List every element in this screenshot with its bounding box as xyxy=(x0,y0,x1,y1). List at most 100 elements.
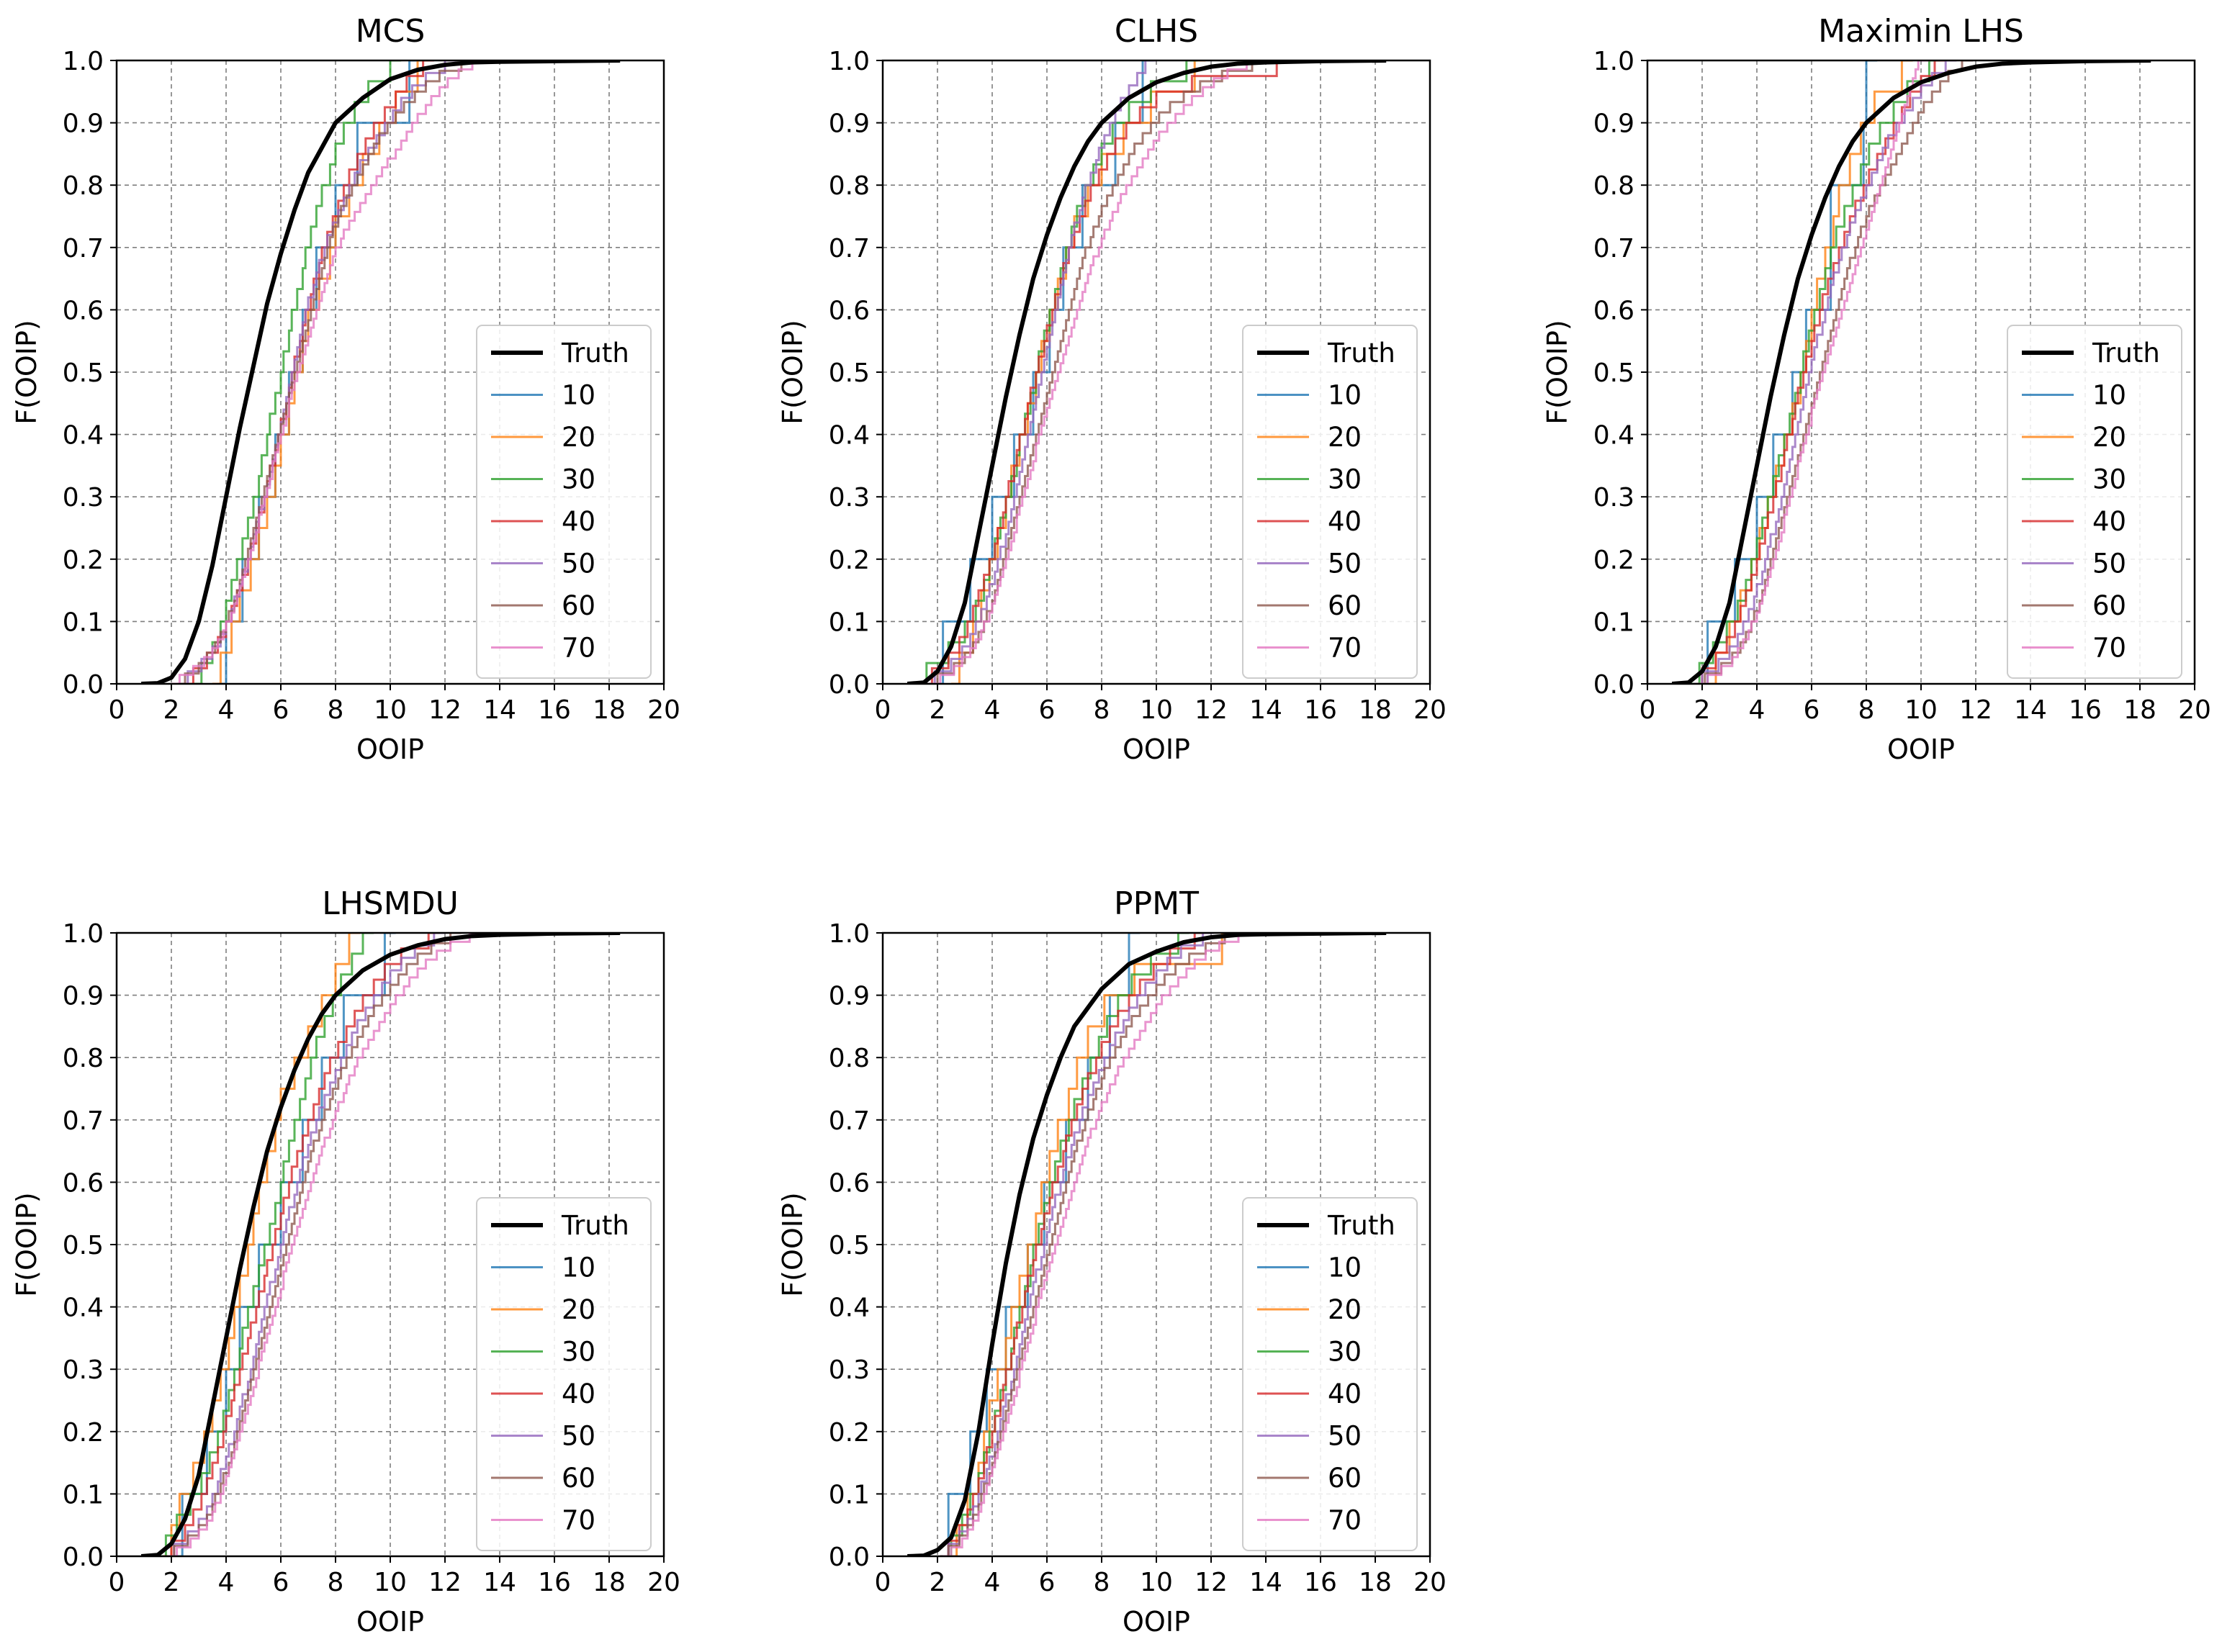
x-axis-label: OOIP xyxy=(356,1606,424,1638)
y-tick-label: 0.2 xyxy=(1593,546,1634,575)
x-tick-label: 18 xyxy=(593,695,626,725)
y-tick-label: 0.3 xyxy=(1593,483,1634,513)
chart-title: LHSMDU xyxy=(322,885,459,922)
series-60-line xyxy=(929,60,1264,684)
legend-label: 40 xyxy=(562,506,595,537)
legend-label: 20 xyxy=(562,1294,595,1325)
legend-box xyxy=(476,325,652,679)
x-tick-label: 6 xyxy=(273,1568,289,1597)
y-tick-label: 0.8 xyxy=(63,1044,104,1073)
x-tick-label: 2 xyxy=(930,695,946,725)
legend-label: 40 xyxy=(562,1378,595,1409)
legend-label: 30 xyxy=(562,1337,595,1368)
x-axis-label: OOIP xyxy=(1123,1606,1190,1638)
y-tick-label: 0.4 xyxy=(63,1294,104,1323)
y-tick-label: 0.6 xyxy=(1593,296,1634,325)
x-tick-label: 14 xyxy=(2014,695,2047,725)
x-tick-label: 6 xyxy=(1804,695,1820,725)
legend: Truth 10 20 30 40 50 60 70 xyxy=(1242,1197,1418,1551)
legend-label: 10 xyxy=(562,1252,595,1283)
x-tick-label: 16 xyxy=(2069,695,2102,725)
series-70-line xyxy=(1699,60,1930,684)
chart-panel-2: 0 2 4 6 8 10 12 14 16 18 20 0.0 0.1 0.2 0.3 0.4 0.5 0.6 0.… xyxy=(777,13,1447,765)
y-tick-label: 0.1 xyxy=(829,608,870,637)
legend-label: 10 xyxy=(1328,1252,1362,1283)
x-tick-label: 10 xyxy=(374,1568,407,1597)
x-tick-label: 8 xyxy=(1858,695,1875,725)
x-tick-label: 0 xyxy=(875,695,891,725)
chart-panel-3: 0 2 4 6 8 10 12 14 16 18 20 0.0 0.1 0.2 0.3 0.4 0.5 0.6 0.… xyxy=(1542,13,2211,765)
y-tick-label: 0.8 xyxy=(829,1044,870,1073)
y-tick-label: 0.9 xyxy=(63,982,104,1011)
y-tick-label: 0.7 xyxy=(829,1106,870,1136)
x-tick-label: 18 xyxy=(1359,1568,1392,1597)
x-tick-label: 16 xyxy=(538,1568,571,1597)
legend-label: 30 xyxy=(1328,464,1362,495)
y-tick-label: 0.5 xyxy=(63,1231,104,1260)
y-tick-label: 0.4 xyxy=(63,421,104,451)
x-tick-label: 14 xyxy=(1249,695,1282,725)
x-tick-label: 12 xyxy=(1195,1568,1228,1597)
legend: Truth 10 20 30 40 50 60 70 xyxy=(476,325,652,679)
legend-label: 50 xyxy=(562,1421,595,1452)
x-tick-label: 14 xyxy=(483,1568,516,1597)
x-tick-label: 10 xyxy=(1140,695,1173,725)
legend-box xyxy=(1242,325,1418,679)
y-tick-label: 0.1 xyxy=(829,1480,870,1509)
x-tick-label: 4 xyxy=(984,695,1001,725)
legend-label: 20 xyxy=(1328,422,1362,453)
truth-line xyxy=(907,933,1387,1556)
x-tick-label: 8 xyxy=(1094,1568,1110,1597)
y-tick-label: 0.2 xyxy=(63,546,104,575)
series-70-line xyxy=(932,60,1258,684)
series-30-line xyxy=(1691,60,1940,684)
chart-title: MCS xyxy=(356,13,426,50)
y-tick-label: 1.0 xyxy=(829,919,870,949)
x-tick-label: 12 xyxy=(428,695,462,725)
y-tick-label: 0.1 xyxy=(63,608,104,637)
series-60-line xyxy=(940,933,1236,1556)
y-axis-label: F(OOIP) xyxy=(11,1192,42,1296)
series-70-line xyxy=(168,933,481,1556)
x-tick-label: 16 xyxy=(1304,695,1337,725)
legend-label: Truth xyxy=(561,1210,629,1241)
y-tick-label: 0.0 xyxy=(63,670,104,700)
y-tick-label: 0.7 xyxy=(1593,234,1634,263)
x-tick-label: 14 xyxy=(483,695,516,725)
truth-line xyxy=(1671,60,2151,684)
y-tick-label: 0.8 xyxy=(1593,171,1634,201)
y-tick-label: 0.9 xyxy=(829,982,870,1011)
x-tick-label: 0 xyxy=(1639,695,1656,725)
y-tick-label: 1.0 xyxy=(63,47,104,76)
legend-label: 30 xyxy=(562,464,595,495)
legend-label: 70 xyxy=(562,1505,595,1536)
y-tick-label: 0.5 xyxy=(1593,358,1634,388)
legend-label: 30 xyxy=(2092,464,2126,495)
legend-label: Truth xyxy=(561,338,629,369)
y-tick-label: 0.0 xyxy=(829,1543,870,1572)
x-tick-label: 4 xyxy=(218,695,235,725)
y-tick-label: 0.3 xyxy=(829,483,870,513)
series-group xyxy=(907,933,1387,1556)
x-tick-label: 12 xyxy=(1195,695,1228,725)
x-tick-label: 0 xyxy=(109,1568,125,1597)
x-tick-label: 4 xyxy=(984,1568,1001,1597)
series-group xyxy=(141,60,621,684)
legend-label: 20 xyxy=(562,422,595,453)
x-tick-label: 4 xyxy=(1749,695,1766,725)
x-tick-label: 2 xyxy=(1694,695,1711,725)
x-tick-label: 18 xyxy=(593,1568,626,1597)
chart-panel-5: 0 2 4 6 8 10 12 14 16 18 20 0.0 0.1 0.2 0.3 0.4 0.5 0.6 0.… xyxy=(777,885,1447,1638)
series-60-line xyxy=(176,60,472,684)
y-tick-label: 0.2 xyxy=(63,1418,104,1448)
legend-label: 10 xyxy=(562,380,595,411)
series-60-line xyxy=(1696,60,1974,684)
legend-label: 70 xyxy=(1328,633,1362,664)
y-tick-label: 1.0 xyxy=(829,47,870,76)
legend-label: 50 xyxy=(562,549,595,579)
legend: Truth 10 20 30 40 50 60 70 xyxy=(1242,325,1418,679)
legend-label: 40 xyxy=(2092,506,2126,537)
truth-line xyxy=(141,60,621,684)
y-tick-label: 0.7 xyxy=(63,234,104,263)
